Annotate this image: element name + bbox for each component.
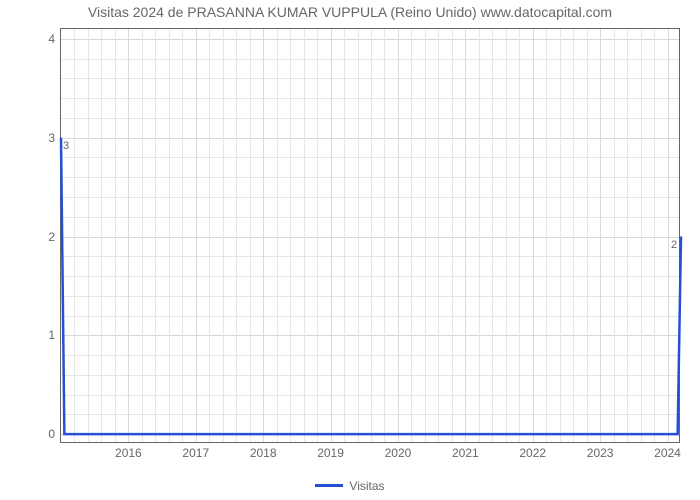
legend-swatch	[315, 484, 343, 487]
x-tick-label: 2018	[250, 446, 277, 460]
x-tick-label: 2022	[519, 446, 546, 460]
x-tick-label: 2017	[182, 446, 209, 460]
y-tick-label: 2	[48, 230, 55, 244]
data-point-label: 2	[671, 239, 677, 251]
x-tick-label: 2024	[654, 446, 681, 460]
legend-label: Visitas	[349, 479, 384, 493]
x-tick-label: 2020	[385, 446, 412, 460]
data-point-label: 3	[63, 140, 69, 152]
x-tick-label: 2016	[115, 446, 142, 460]
chart-title: Visitas 2024 de PRASANNA KUMAR VUPPULA (…	[0, 4, 700, 20]
x-tick-label: 2019	[317, 446, 344, 460]
y-tick-label: 0	[48, 427, 55, 441]
chart-container: Visitas 2024 de PRASANNA KUMAR VUPPULA (…	[0, 0, 700, 500]
x-tick-label: 2023	[587, 446, 614, 460]
y-tick-label: 1	[48, 328, 55, 342]
legend: Visitas	[0, 478, 700, 493]
x-tick-label: 2021	[452, 446, 479, 460]
plot-area: 0123420162017201820192020202120222023202…	[60, 28, 680, 443]
y-tick-label: 3	[48, 131, 55, 145]
series-svg	[61, 29, 681, 444]
series-line	[61, 138, 681, 434]
y-tick-label: 4	[48, 32, 55, 46]
